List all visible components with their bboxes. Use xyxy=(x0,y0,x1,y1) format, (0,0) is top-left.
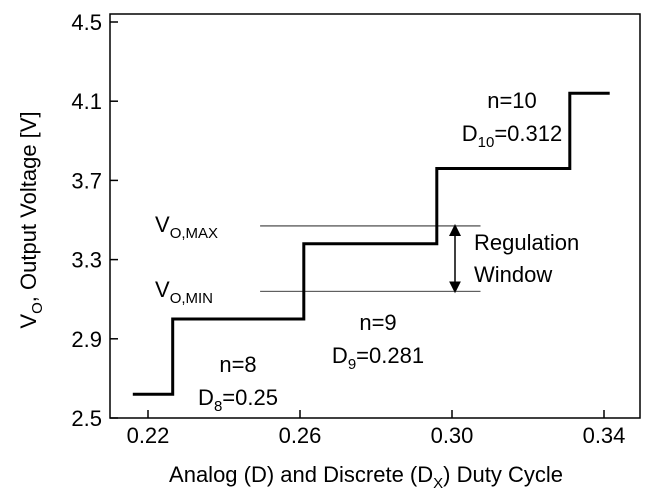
annotation: n=10 xyxy=(487,88,537,113)
y-axis-label: VO, Output Voltage [V] xyxy=(16,111,46,328)
y-tick-label: 2.5 xyxy=(71,406,102,431)
text-main: V xyxy=(155,277,170,302)
text-main: n=9 xyxy=(359,310,396,335)
y-tick-label: 2.9 xyxy=(71,327,102,352)
reference-label: VO,MIN xyxy=(155,277,213,307)
text-main: D xyxy=(332,343,348,368)
x-tick-label: 0.34 xyxy=(583,423,626,448)
text-main: V xyxy=(155,212,170,237)
text-main: Regulation xyxy=(474,230,579,255)
text-sub: O,MAX xyxy=(170,225,218,242)
plot-frame xyxy=(109,13,641,419)
text-rest: , Output Voltage [V] xyxy=(16,111,41,302)
text-main: V xyxy=(16,314,41,329)
text-sub: O,MIN xyxy=(170,290,213,307)
y-tick-label: 4.5 xyxy=(71,10,102,35)
text-rest: =0.281 xyxy=(356,343,424,368)
text-sub: 8 xyxy=(214,398,222,415)
annotation: D8=0.25 xyxy=(198,385,278,415)
y-tick-label: 3.7 xyxy=(71,168,102,193)
y-tick-label: 4.1 xyxy=(71,89,102,114)
x-tick-label: 0.30 xyxy=(431,423,474,448)
annotation: Window xyxy=(474,262,552,287)
text-sub: X xyxy=(433,475,443,492)
text-main: D xyxy=(198,385,214,410)
annotation: n=8 xyxy=(219,352,256,377)
text-rest: =0.312 xyxy=(494,121,562,146)
text-main: n=10 xyxy=(487,88,537,113)
text-main: Window xyxy=(474,262,552,287)
text-main: D xyxy=(462,121,478,146)
x-tick-label: 0.26 xyxy=(279,423,322,448)
text-main: Analog (D) and Discrete (D xyxy=(169,462,433,487)
annotation: D9=0.281 xyxy=(332,343,424,373)
annotation: n=9 xyxy=(359,310,396,335)
y-tick-label: 3.3 xyxy=(71,248,102,273)
reference-label: VO,MAX xyxy=(155,212,218,242)
text-rest: =0.25 xyxy=(222,385,278,410)
text-rest: ) Duty Cycle xyxy=(443,462,563,487)
text-sub: 9 xyxy=(348,356,356,373)
text-sub: 10 xyxy=(478,134,495,151)
x-tick-label: 0.22 xyxy=(127,423,170,448)
annotation: D10=0.312 xyxy=(462,121,562,151)
x-axis-label: Analog (D) and Discrete (DX) Duty Cycle xyxy=(169,462,563,492)
annotation: Regulation xyxy=(474,230,579,255)
step-line xyxy=(132,91,610,396)
text-sub: O xyxy=(29,302,46,314)
text-main: n=8 xyxy=(219,352,256,377)
